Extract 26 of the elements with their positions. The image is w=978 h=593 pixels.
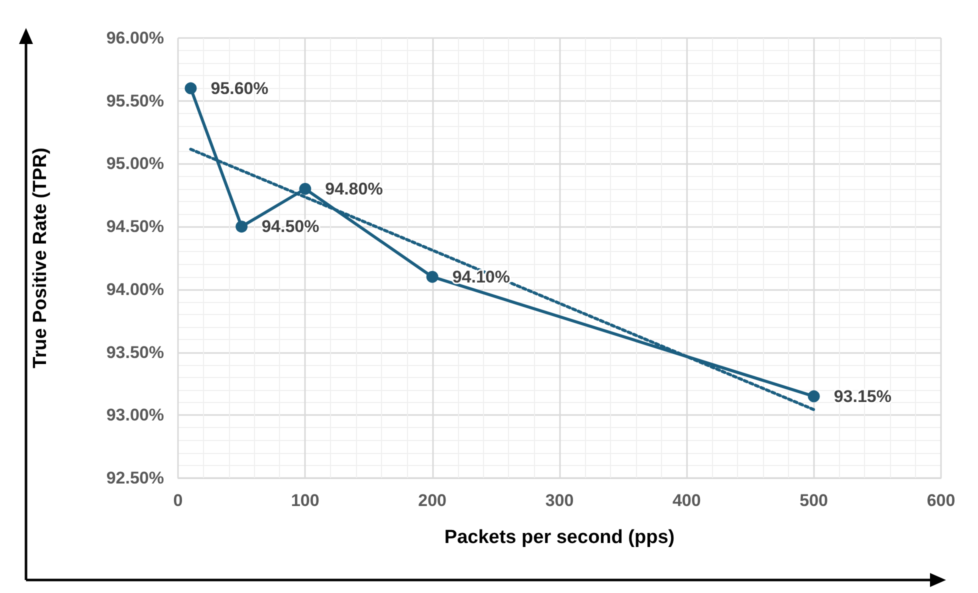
point [808,390,820,402]
y-tick-label: 93.50% [106,342,164,362]
point [299,182,312,195]
y-tick-label: 96.00% [106,28,164,48]
y-axis-title: True Positive Rate (TPR) [30,148,51,368]
y-tick-label: 92.50% [106,468,164,488]
point [184,82,197,94]
y-tick-label: 93.00% [106,406,164,425]
data-label: 94.50% [262,217,320,236]
point [426,270,438,283]
data-label: 95.60% [210,78,268,98]
data-label: 93.15% [834,386,892,406]
point [236,220,248,233]
y-tick-label: 94.00% [106,280,164,299]
x-axis-title: Packets per second (pps) [444,527,675,548]
x-tick-label: 300 [545,491,574,510]
y-tick-label: 94.50% [106,217,164,236]
x-tick-label: 200 [418,491,447,510]
x-tick-label: 400 [672,491,701,510]
x-tick-label: 100 [290,491,320,510]
y-tick-label: 95.00% [106,154,164,174]
x-tick-label: 0 [173,491,183,510]
x-tick-label: 600 [926,491,956,510]
y-tick-label: 95.50% [106,91,164,110]
data-label: 94.80% [325,179,383,198]
x-tick-label: 500 [800,491,828,510]
